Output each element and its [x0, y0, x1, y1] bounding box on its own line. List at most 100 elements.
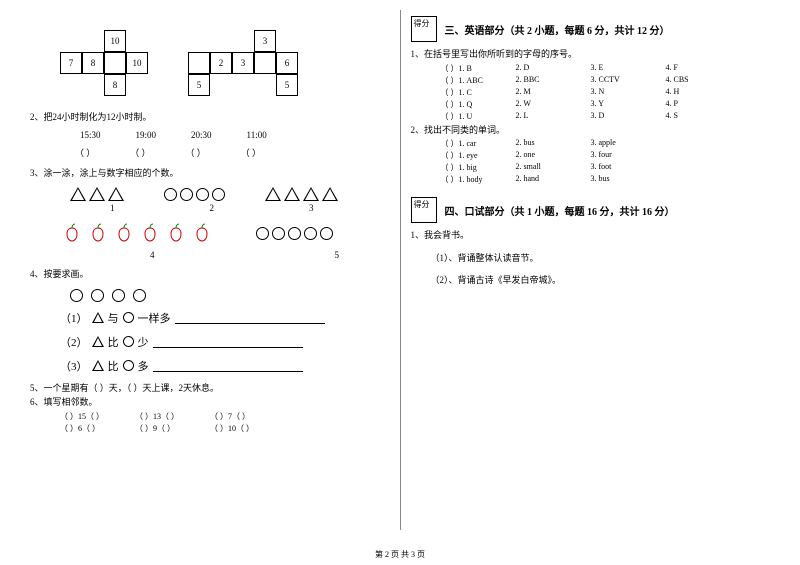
net1-r: 10 — [126, 52, 148, 74]
triangles-4 — [265, 187, 338, 201]
opt: 3. foot — [591, 162, 636, 173]
q6r2-3: （ ）10（ ） — [210, 423, 255, 434]
opt: 3. E — [591, 63, 636, 74]
opt: 3. Y — [591, 99, 636, 110]
paren-4: （ ） — [241, 146, 261, 159]
time-3: 20:30 — [191, 130, 212, 140]
circle-icon — [212, 188, 225, 201]
opt: （ ）1. Q — [441, 99, 486, 110]
opt: （ ）1. ABC — [441, 75, 486, 86]
s3r2: （ ）1. ABC2. BBC3. CCTV4. CBS — [411, 75, 771, 86]
net2-l1: 2 — [210, 52, 232, 74]
opt: 3. N — [591, 87, 636, 98]
triangle-icon — [284, 187, 300, 201]
paren-1: （ ） — [75, 146, 95, 159]
triangles-3 — [70, 187, 124, 201]
opt: 3. bus — [591, 174, 636, 185]
q4-sample-circles — [30, 289, 390, 302]
section-4-head: 得分 四、口试部分（共 1 小题，每题 16 分，共计 16 分） — [411, 197, 771, 223]
net-2: 3 2 3 5 5 6 — [188, 30, 298, 96]
circle-icon — [304, 227, 317, 240]
opt: （ ）1. B — [441, 63, 486, 74]
q2-text: 2、把24小时制化为12小时制。 — [30, 111, 390, 124]
opt: （ ）1. car — [441, 138, 486, 149]
circle-icon — [180, 188, 193, 201]
net2-r2: 6 — [276, 52, 298, 74]
section-3-title: 三、英语部分（共 2 小题，每题 6 分，共计 12 分） — [445, 22, 670, 37]
circle-icon — [133, 289, 146, 302]
num-4: 4 — [150, 250, 155, 260]
s3q2r1: （ ）1. car 2. bus 3. apple — [411, 138, 771, 149]
q4-text: 4、按要求画。 — [30, 268, 390, 281]
q4-3-mid: 比 — [108, 358, 119, 374]
opt: 3. D — [591, 111, 636, 122]
circles-4 — [164, 188, 225, 201]
s3q2r2: （ ）1. eye2. one3. four — [411, 150, 771, 161]
circle-icon — [123, 312, 134, 323]
net1-top: 10 — [104, 30, 126, 52]
opt: （ ）1. eye — [441, 150, 486, 161]
opt: 4. F — [666, 63, 711, 74]
q6-text: 6、填写相邻数。 — [30, 396, 390, 409]
right-column: 得分 三、英语部分（共 2 小题，每题 6 分，共计 12 分） 1、在括号里写… — [401, 10, 781, 540]
opt: （ ）1. body — [441, 174, 486, 185]
s3r3: （ ）1. C 2. M 3. N 4. H — [411, 87, 771, 98]
score-box: 得分 — [411, 16, 437, 42]
section-3-head: 得分 三、英语部分（共 2 小题，每题 6 分，共计 12 分） — [411, 16, 771, 42]
q4-line-2: （2） 比 少 — [30, 334, 390, 350]
net2-top: 3 — [254, 30, 276, 52]
opt: 2. bus — [516, 138, 561, 149]
q6r2-2: （ ）9（ ） — [135, 423, 180, 434]
opt: （ ）1. C — [441, 87, 486, 98]
triangle-icon — [303, 187, 319, 201]
answer-line — [175, 312, 325, 324]
net2-l2: 3 — [232, 52, 254, 74]
sec4-b: （2）、背诵古诗《早发白帝城》。 — [411, 274, 771, 287]
apples-row — [30, 221, 390, 245]
circle-icon — [320, 227, 333, 240]
opt: 2. M — [516, 87, 561, 98]
q6-row2: （ ）6（ ） （ ）9（ ） （ ）10（ ） — [30, 423, 390, 434]
opt: 2. one — [516, 150, 561, 161]
circle-icon — [288, 227, 301, 240]
circle-icon — [196, 188, 209, 201]
circle-icon — [70, 289, 83, 302]
opt: 2. W — [516, 99, 561, 110]
q4-3-post: 多 — [138, 358, 149, 374]
paren-3: （ ） — [186, 146, 206, 159]
time-1: 15:30 — [80, 130, 101, 140]
paren-2: （ ） — [130, 146, 150, 159]
net2-blank1 — [188, 52, 210, 74]
net2-blank2 — [254, 52, 276, 74]
apple-icon — [60, 221, 84, 245]
triangle-icon — [265, 187, 281, 201]
circle-icon — [91, 289, 104, 302]
opt: 3. CCTV — [591, 75, 636, 86]
triangle-icon — [92, 360, 104, 371]
circle-icon — [112, 289, 125, 302]
triangle-icon — [70, 187, 86, 201]
circles-5 — [256, 227, 333, 240]
circle-icon — [123, 360, 134, 371]
opt: 3. apple — [591, 138, 636, 149]
parens-row: （ ） （ ） （ ） （ ） — [30, 146, 390, 159]
q5-text: 5、一个星期有（ ）天，（ ）天上课，2天休息。 — [30, 382, 390, 395]
net2-r1: 5 — [188, 74, 210, 96]
net2-bottom: 5 — [276, 74, 298, 96]
opt: 4. H — [666, 87, 711, 98]
num-5: 5 — [335, 250, 340, 260]
apple-icon — [112, 221, 136, 245]
opt: 2. L — [516, 111, 561, 122]
apple-icon — [138, 221, 162, 245]
q4-1-post: 一样多 — [138, 310, 171, 326]
circle-icon — [256, 227, 269, 240]
opt: 2. BBC — [516, 75, 561, 86]
num-2: 2 — [210, 203, 215, 213]
score-box: 得分 — [411, 197, 437, 223]
triangle-icon — [92, 336, 104, 347]
triangle-icon — [108, 187, 124, 201]
time-2: 19:00 — [136, 130, 157, 140]
net1-l2: 8 — [82, 52, 104, 74]
sec4-q1: 1、我会背书。 — [411, 229, 771, 242]
apple-icon — [164, 221, 188, 245]
